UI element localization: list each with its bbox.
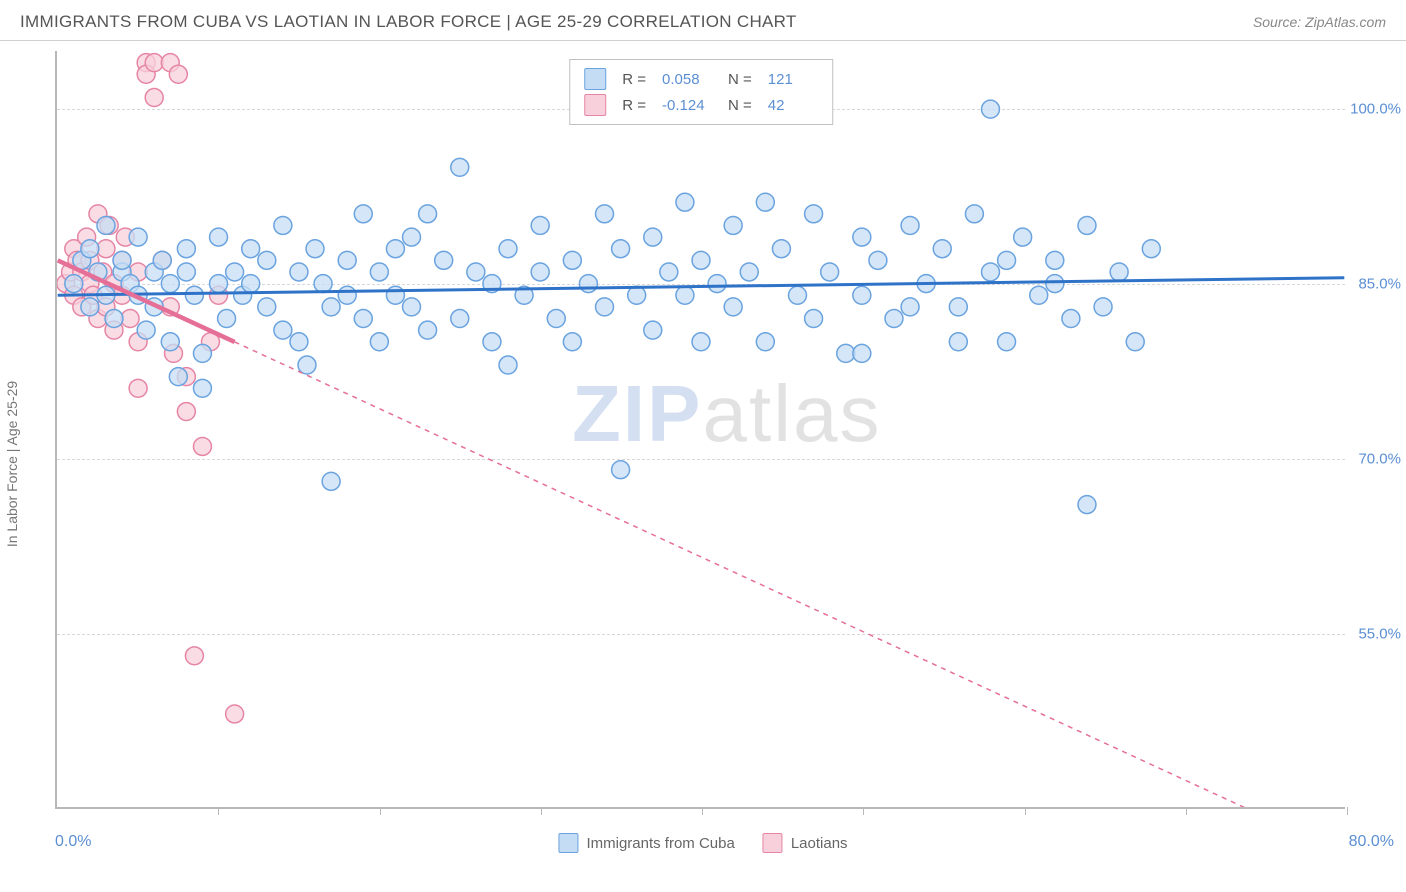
n-value-laotians: 42 — [768, 97, 818, 114]
trend-line — [58, 260, 235, 342]
x-tick — [702, 807, 703, 815]
swatch-cuba — [584, 68, 606, 90]
chart-source: Source: ZipAtlas.com — [1253, 14, 1386, 30]
trend-lines-layer — [57, 51, 1345, 807]
chart-title: IMMIGRANTS FROM CUBA VS LAOTIAN IN LABOR… — [20, 12, 797, 32]
r-label: R = — [622, 97, 646, 114]
y-tick-label: 55.0% — [1358, 626, 1401, 643]
r-value-laotians: -0.124 — [662, 97, 712, 114]
n-value-cuba: 121 — [768, 71, 818, 88]
x-tick — [863, 807, 864, 815]
stat-row-laotians: R = -0.124 N = 42 — [584, 92, 818, 118]
x-axis-max-label: 80.0% — [1349, 833, 1394, 851]
chart-header: IMMIGRANTS FROM CUBA VS LAOTIAN IN LABOR… — [0, 0, 1406, 41]
trend-line-dashed — [235, 342, 1345, 807]
y-tick-label: 70.0% — [1358, 451, 1401, 468]
legend-swatch-laotians — [763, 833, 783, 853]
x-axis-min-label: 0.0% — [55, 833, 91, 851]
x-tick — [1025, 807, 1026, 815]
legend-label-cuba: Immigrants from Cuba — [586, 835, 734, 852]
y-tick-label: 85.0% — [1358, 276, 1401, 293]
legend-label-laotians: Laotians — [791, 835, 848, 852]
legend: Immigrants from Cuba Laotians — [558, 833, 847, 853]
r-value-cuba: 0.058 — [662, 71, 712, 88]
legend-item-cuba: Immigrants from Cuba — [558, 833, 734, 853]
trend-line — [58, 278, 1345, 295]
chart-container: In Labor Force | Age 25-29 R = 0.058 N =… — [0, 41, 1406, 871]
n-label: N = — [728, 71, 752, 88]
x-tick — [380, 807, 381, 815]
x-tick — [541, 807, 542, 815]
y-axis-label: In Labor Force | Age 25-29 — [4, 381, 20, 547]
x-tick — [1186, 807, 1187, 815]
x-tick — [218, 807, 219, 815]
y-tick-label: 100.0% — [1350, 101, 1401, 118]
n-label: N = — [728, 97, 752, 114]
correlation-stat-box: R = 0.058 N = 121 R = -0.124 N = 42 — [569, 59, 833, 125]
x-tick — [1347, 807, 1348, 815]
r-label: R = — [622, 71, 646, 88]
stat-row-cuba: R = 0.058 N = 121 — [584, 66, 818, 92]
plot-area: R = 0.058 N = 121 R = -0.124 N = 42 ZIPa… — [55, 51, 1345, 809]
legend-item-laotians: Laotians — [763, 833, 848, 853]
legend-swatch-cuba — [558, 833, 578, 853]
swatch-laotians — [584, 94, 606, 116]
